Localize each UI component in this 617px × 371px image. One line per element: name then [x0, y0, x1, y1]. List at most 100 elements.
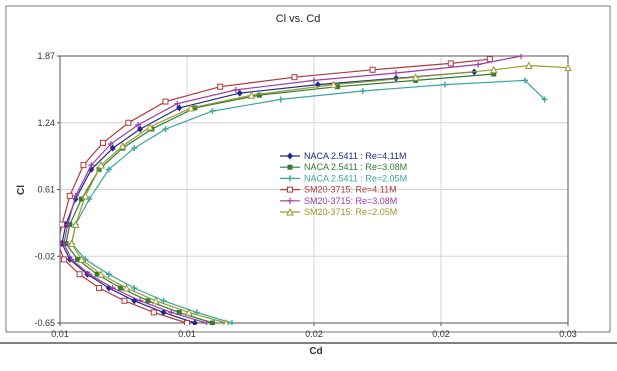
data-point [109, 285, 116, 292]
data-point [411, 73, 420, 81]
data-point [151, 296, 160, 305]
data-point [77, 255, 86, 263]
data-point [236, 89, 243, 97]
data-point [131, 285, 138, 292]
legend-swatch-marker [287, 152, 293, 160]
data-point [256, 92, 262, 98]
data-point [475, 61, 482, 68]
legend-label: NACA 2.5411 : Re=4.11M [304, 151, 406, 161]
data-point [78, 196, 84, 202]
legend-label: NACA 2.5411 : Re=2.05M [304, 173, 407, 183]
data-point [71, 220, 80, 228]
data-point [60, 240, 62, 247]
x-axis-label: Cd [309, 346, 322, 357]
data-point [160, 297, 167, 304]
data-point [99, 139, 106, 146]
data-point [118, 285, 124, 291]
data-point [491, 71, 497, 77]
legend-swatch-marker [287, 175, 293, 182]
data-point [334, 84, 340, 90]
series-6 [67, 61, 572, 325]
data-point [137, 125, 144, 133]
legend-item: SM20-3715: Re=3.08M [280, 196, 397, 206]
data-point [447, 60, 454, 67]
series-line [63, 55, 522, 324]
y-axis-label: Cl [16, 185, 27, 195]
data-point [125, 119, 132, 126]
y-tick-label: 0.61 [37, 185, 55, 195]
data-point [66, 192, 73, 199]
data-point [232, 86, 239, 93]
data-point [118, 141, 127, 150]
data-point [209, 108, 216, 115]
data-point [97, 270, 105, 278]
data-point [80, 162, 87, 169]
legend-item: SM20-3715: Re=2.05M [280, 207, 397, 217]
x-tick-label: 0.03 [559, 329, 577, 339]
data-point [162, 126, 169, 133]
series-line [71, 79, 546, 324]
legend-swatch-marker [287, 197, 293, 204]
legend-swatch-marker [287, 186, 293, 193]
data-point [145, 298, 151, 304]
chart-title: Cl vs. Cd [276, 13, 321, 25]
legend-item: NACA 2.5411 : Re=2.05M [280, 173, 407, 183]
legend-label: SM20-3715: Re=2.05M [304, 207, 397, 217]
data-point [67, 239, 76, 248]
data-point [192, 105, 198, 111]
data-point [121, 297, 128, 304]
data-point [187, 103, 195, 112]
data-point [203, 320, 210, 325]
series-line [60, 58, 490, 324]
data-point [122, 283, 131, 292]
x-tick-label: 0.02 [432, 329, 450, 339]
legend-label: NACA 2.5411 : Re=3.08M [304, 162, 407, 172]
data-point [107, 140, 114, 147]
data-point [97, 161, 105, 169]
data-point [68, 256, 75, 263]
data-point [522, 77, 529, 84]
data-point [486, 56, 493, 63]
data-point [146, 122, 154, 131]
data-point [81, 191, 90, 200]
data-point [247, 91, 256, 99]
legend-item: NACA 2.5411 : Re=4.11M [280, 151, 406, 161]
data-point [176, 309, 182, 315]
data-point [228, 320, 235, 325]
data-point [329, 80, 338, 89]
data-point [518, 54, 525, 59]
x-tick-label: 0.01 [178, 329, 196, 339]
data-point [223, 318, 230, 325]
data-point [105, 166, 112, 173]
data-point [393, 74, 400, 82]
legend-label: SM20-3715: Re=3.08M [304, 196, 397, 206]
y-tick-label: -0.65 [34, 318, 55, 328]
x-tick-label: 0.02 [305, 329, 323, 339]
data-point [86, 271, 93, 278]
data-point [75, 256, 81, 262]
data-point [217, 83, 224, 90]
data-point [393, 69, 400, 76]
data-point [489, 65, 498, 74]
legend-item: SM20-3715: Re=4.11M [280, 185, 397, 195]
data-point [441, 81, 448, 88]
data-point [150, 309, 157, 316]
data-point [76, 271, 83, 278]
series-layer [60, 54, 572, 325]
data-point [185, 308, 193, 316]
data-point [64, 221, 71, 228]
data-point [60, 256, 67, 263]
data-point [369, 66, 376, 73]
data-point [311, 77, 317, 84]
data-point [96, 285, 103, 292]
data-point [131, 145, 138, 152]
legend-swatch-marker [287, 164, 293, 170]
data-point [137, 297, 144, 304]
x-tick-label: 0.01 [51, 329, 69, 339]
data-point [88, 162, 95, 169]
y-tick-label: -0.02 [34, 251, 55, 261]
data-point [72, 192, 79, 199]
data-point [359, 87, 366, 94]
